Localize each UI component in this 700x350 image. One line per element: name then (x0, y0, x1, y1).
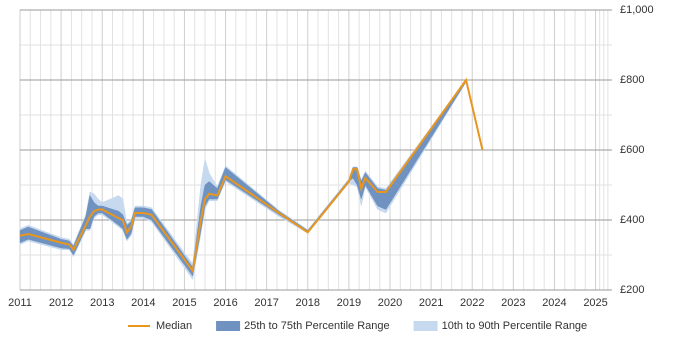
y-tick-label: £600 (620, 144, 644, 156)
legend-swatch (413, 321, 438, 331)
x-tick-label: 2020 (378, 297, 402, 309)
x-tick-label: 2017 (254, 297, 278, 309)
y-tick-label: £800 (620, 74, 644, 86)
x-tick-label: 2016 (213, 297, 237, 309)
x-tick-label: 2012 (49, 297, 73, 309)
x-tick-label: 2024 (542, 297, 566, 309)
y-tick-label: £1,000 (620, 4, 654, 16)
range-band (19, 79, 467, 277)
legend-label: 10th to 90th Percentile Range (442, 320, 588, 332)
y-tick-label: £400 (620, 214, 644, 226)
legend-swatch (216, 321, 241, 331)
x-tick-label: 2013 (90, 297, 114, 309)
x-tick-label: 2015 (172, 297, 196, 309)
legend-label: Median (156, 320, 192, 332)
x-tick-label: 2019 (337, 297, 361, 309)
x-tick-label: 2023 (501, 297, 525, 309)
x-tick-label: 2021 (419, 297, 443, 309)
median-line (19, 77, 484, 274)
x-tick-label: 2022 (460, 297, 484, 309)
x-tick-label: 2014 (131, 297, 155, 309)
y-tick-label: £200 (620, 284, 644, 296)
x-tick-label: 2025 (583, 297, 607, 309)
x-tick-label: 2011 (8, 297, 32, 309)
x-tick-label: 2018 (296, 297, 320, 309)
legend-label: 25th to 75th Percentile Range (244, 320, 390, 332)
